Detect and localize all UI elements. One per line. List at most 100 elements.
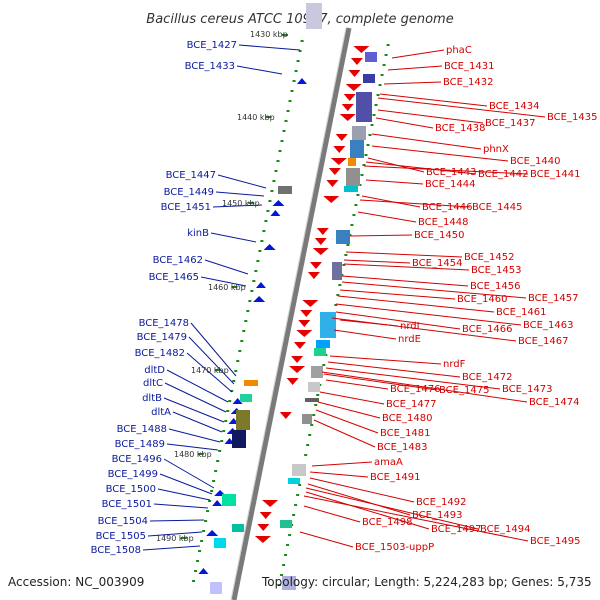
gene-label[interactable]: BCE_1463 (523, 320, 573, 331)
gene-label[interactable]: BCE_1434 (489, 101, 539, 112)
gene-label[interactable]: BCE_1473 (502, 384, 552, 395)
gene-label[interactable]: BCE_1438 (435, 123, 485, 134)
gene-label[interactable]: BCE_1472 (462, 372, 512, 383)
gene-label[interactable]: BCE_1497 (431, 524, 481, 535)
gene-label[interactable]: BCE_1467 (518, 336, 568, 347)
domain-block (282, 576, 296, 590)
forward-gene-arrow (262, 500, 279, 507)
gene-label[interactable]: BCE_1446 (422, 202, 472, 213)
gene-label[interactable]: nrdE (398, 334, 421, 345)
gene-label[interactable]: BCE_1433 (185, 61, 235, 72)
gene-label[interactable]: nrdF (443, 359, 466, 370)
gene-label[interactable]: BCE_1499 (108, 469, 158, 480)
gene-label[interactable]: kinB (187, 228, 209, 239)
tick-mark (378, 84, 382, 86)
gene-label[interactable]: BCE_1500 (106, 484, 156, 495)
leader-line (163, 458, 215, 489)
tick-mark (354, 204, 358, 206)
gene-label[interactable]: BCE_1494 (480, 524, 530, 535)
gene-label[interactable]: BCE_1432 (443, 77, 493, 88)
leader-line (359, 199, 471, 208)
gene-label[interactable]: BCE_1445 (472, 202, 522, 213)
gene-label[interactable]: BCE_1450 (414, 230, 464, 241)
gene-label[interactable]: BCE_1489 (115, 439, 165, 450)
gene-label[interactable]: BCE_1447 (166, 170, 216, 181)
gene-label[interactable]: BCE_1492 (416, 497, 466, 508)
gene-label[interactable]: BCE_1453 (471, 265, 521, 276)
tick-mark (210, 490, 214, 492)
reverse-gene-arrow (206, 530, 219, 536)
domain-block (336, 230, 350, 244)
gene-label[interactable]: BCE_1454 (412, 258, 462, 269)
tick-mark (266, 210, 270, 212)
domain-block (316, 340, 330, 348)
gene-label[interactable]: BCE_1465 (149, 272, 199, 283)
gene-label[interactable]: BCE_1460 (457, 294, 507, 305)
tick-mark (242, 330, 246, 332)
gene-label[interactable]: BCE_1505 (96, 531, 146, 542)
gene-label[interactable]: BCE_1456 (470, 281, 520, 292)
gene-label[interactable]: BCE_1441 (530, 169, 580, 180)
gene-label[interactable]: BCE_1477 (386, 399, 436, 410)
leader-line (313, 419, 376, 448)
gene-label[interactable]: BCE_1503-uppP (355, 542, 434, 553)
gene-label[interactable]: BCE_1476 (390, 384, 440, 395)
gene-label[interactable]: BCE_1427 (187, 40, 237, 51)
gene-label[interactable]: BCE_1508 (91, 545, 141, 556)
kbp-label-1440: 1440 kbp (237, 113, 275, 122)
gene-label[interactable]: BCE_1457 (528, 293, 578, 304)
tick-mark (384, 54, 388, 56)
gene-label[interactable]: dltB (142, 393, 162, 404)
leader-line (337, 295, 495, 313)
tick-mark (278, 150, 282, 152)
right-gene-labels: phaC BCE_1431 BCE_1432 BCE_1434 BCE_1435… (355, 45, 597, 553)
gene-label[interactable]: BCE_1443 (426, 167, 476, 178)
gene-label[interactable]: phaC (446, 45, 472, 56)
gene-label[interactable]: BCE_1479 (137, 332, 187, 343)
gene-label[interactable]: BCE_1466 (462, 324, 512, 335)
tick-mark (344, 254, 348, 256)
gene-label[interactable]: BCE_1498 (362, 517, 412, 528)
gene-label[interactable]: BCE_1481 (380, 428, 430, 439)
gene-label[interactable]: BCE_1437 (485, 118, 535, 129)
tick-mark (244, 320, 248, 322)
gene-label[interactable]: BCE_1504 (98, 516, 148, 527)
gene-label[interactable]: BCE_1478 (139, 318, 189, 329)
gene-label[interactable]: BCE_1496 (112, 454, 162, 465)
gene-label[interactable]: dltA (151, 407, 171, 418)
gene-label[interactable]: BCE_1501 (102, 499, 152, 510)
gene-label[interactable]: BCE_1480 (382, 413, 432, 424)
gene-label[interactable]: BCE_1444 (425, 179, 475, 190)
gene-label[interactable]: nrdI (400, 321, 420, 332)
leader-line (325, 367, 501, 390)
gene-label[interactable]: BCE_1488 (117, 424, 167, 435)
reverse-gene-arrow (263, 244, 276, 250)
gene-label[interactable]: BCE_1482 (135, 348, 185, 359)
tick-mark (308, 434, 312, 436)
gene-label[interactable]: BCE_1440 (510, 156, 560, 167)
gene-label[interactable]: BCE_1483 (377, 442, 427, 453)
tick-mark (284, 554, 288, 556)
gene-label[interactable]: BCE_1495 (530, 536, 580, 547)
gene-label[interactable]: amaA (374, 457, 403, 468)
gene-label[interactable]: dltC (143, 378, 163, 389)
gene-label[interactable]: phnX (483, 144, 509, 155)
gene-label[interactable]: BCE_1435 (547, 112, 597, 123)
tick-mark (218, 450, 222, 452)
gene-label[interactable]: BCE_1442 (478, 169, 528, 180)
gene-label[interactable]: BCE_1475 (439, 385, 489, 396)
gene-label[interactable]: BCE_1462 (153, 255, 203, 266)
gene-label[interactable]: BCE_1493 (412, 510, 462, 521)
gene-label[interactable]: dltD (144, 365, 165, 376)
gene-label[interactable]: BCE_1474 (529, 397, 579, 408)
leader-line (343, 259, 411, 264)
gene-label[interactable]: BCE_1461 (496, 307, 546, 318)
gene-label[interactable]: BCE_1449 (164, 187, 214, 198)
leader-line (343, 263, 470, 271)
leader-line (363, 165, 529, 175)
gene-label[interactable]: BCE_1491 (370, 472, 420, 483)
gene-label[interactable]: BCE_1452 (464, 252, 514, 263)
gene-label[interactable]: BCE_1448 (418, 217, 468, 228)
gene-label[interactable]: BCE_1451 (161, 202, 211, 213)
gene-label[interactable]: BCE_1431 (444, 61, 494, 72)
